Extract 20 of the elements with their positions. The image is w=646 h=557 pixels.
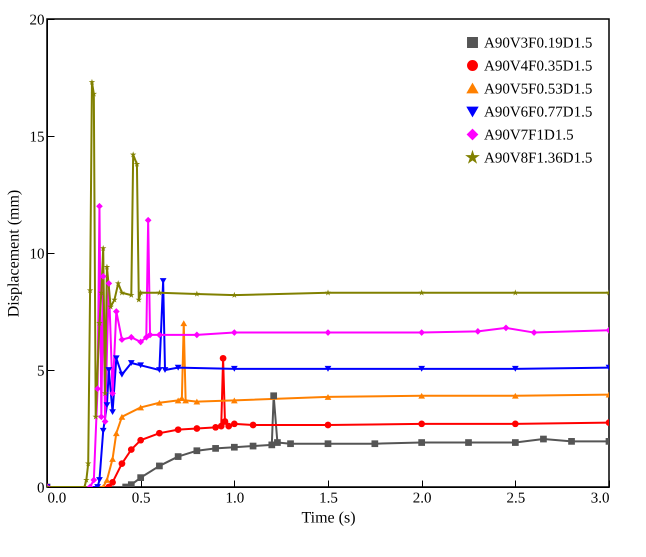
- y-tick-label: 10: [30, 246, 44, 262]
- x-axis-title: Time (s): [301, 510, 356, 526]
- legend-label: A90V4F0.35D1.5: [484, 58, 592, 74]
- x-tick-label: 2.5: [506, 490, 526, 506]
- y-tick-label: 5: [37, 364, 44, 380]
- legend-label: A90V7F1D1.5: [484, 128, 574, 144]
- legend-label: A90V5F0.53D1.5: [484, 82, 592, 98]
- legend-label: A90V6F0.77D1.5: [484, 104, 592, 120]
- x-tick-label: 2.0: [412, 490, 432, 506]
- y-tick-label: 20: [30, 12, 44, 28]
- x-tick-label: 0.5: [132, 490, 151, 506]
- x-tick-label: 1.0: [225, 490, 244, 506]
- legend-label: A90V8F1.36D1.5: [484, 150, 592, 166]
- x-tick-label: 1.5: [319, 490, 338, 506]
- x-tick-label: 3.0: [590, 490, 610, 506]
- y-axis-title: Displacement (mm): [6, 190, 22, 318]
- x-tick-label: 0.0: [48, 490, 66, 506]
- legend-label: A90V3F0.19D1.5: [484, 36, 592, 52]
- y-tick-label: 0: [37, 480, 44, 496]
- y-tick-label: 15: [30, 130, 44, 146]
